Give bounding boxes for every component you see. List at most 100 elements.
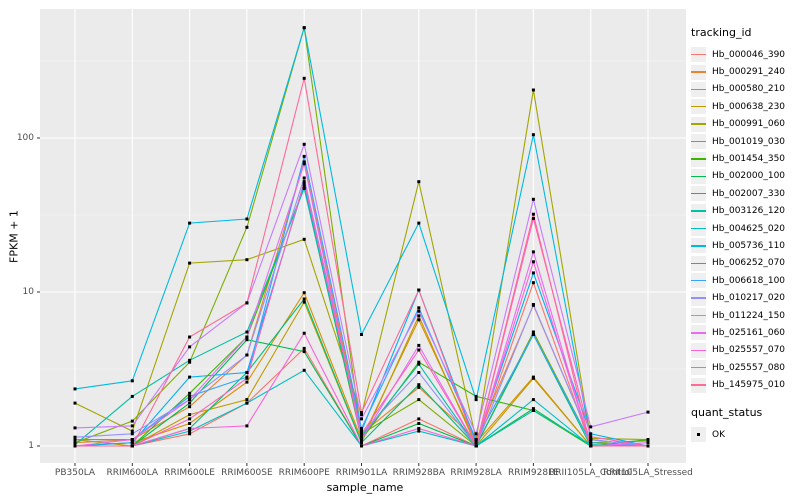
legend-item-label: Hb_000291_240 [712, 67, 786, 78]
data-point [646, 410, 650, 414]
y-tick-label: 100 [16, 133, 34, 143]
quant-status-legend: quant_status OK [691, 406, 799, 443]
data-point [646, 438, 650, 442]
data-point [531, 260, 535, 264]
data-point [531, 281, 535, 285]
data-point [417, 385, 421, 389]
legend-item-label: Hb_000580_210 [712, 84, 786, 95]
data-point [73, 441, 77, 445]
data-point [360, 444, 363, 448]
data-point [531, 88, 535, 92]
legend-item: Hb_003126_120 [691, 203, 799, 220]
data-point [531, 303, 535, 306]
data-point [130, 429, 134, 433]
legend-item: Hb_002007_330 [691, 185, 799, 202]
data-point [130, 432, 134, 436]
legend-key-line-icon [691, 186, 706, 202]
data-point [531, 376, 535, 380]
legend-item-label: Hb_001019_030 [712, 136, 786, 147]
data-point [188, 427, 192, 430]
legend-key-line-icon [691, 273, 706, 289]
legend-item-label: Hb_025557_080 [712, 362, 786, 373]
data-point [130, 419, 134, 423]
data-point [302, 237, 306, 241]
legend-item: Hb_011224_150 [691, 307, 799, 324]
y-tick-label: 10 [22, 287, 34, 297]
y-tick-label: 1 [28, 441, 34, 451]
data-point [188, 391, 192, 395]
data-point [360, 441, 363, 445]
data-point [245, 225, 249, 229]
data-point [302, 160, 306, 164]
x-tick-label: RRIM928BA [392, 468, 446, 478]
data-point [531, 407, 535, 411]
data-point [73, 401, 77, 405]
data-point [302, 331, 306, 335]
legend-title-quant-status: quant_status [691, 405, 763, 419]
data-point [360, 427, 363, 430]
data-point [302, 180, 306, 184]
data-point [474, 441, 478, 445]
legend-item: Hb_006618_100 [691, 272, 799, 289]
x-tick-label: RRIM928LA [450, 468, 502, 478]
legend-key-line-icon [691, 308, 706, 324]
data-point [302, 297, 306, 301]
legend-item-label: OK [712, 429, 725, 440]
data-point [130, 379, 134, 383]
data-point [360, 432, 363, 436]
legend-item-label: Hb_004625_020 [712, 223, 786, 234]
x-tick-label: RRII105LA_Control [548, 468, 633, 478]
legend-key-line-icon [691, 81, 706, 97]
legend-item-label: Hb_000991_060 [712, 119, 786, 130]
data-point [302, 291, 306, 295]
x-tick-label: PB350LA [54, 468, 96, 478]
data-point [417, 348, 421, 352]
data-point [360, 411, 363, 414]
data-point [188, 405, 192, 409]
data-point [474, 444, 478, 448]
legend-item: Hb_004625_020 [691, 220, 799, 237]
data-point [417, 314, 421, 318]
data-point [531, 271, 535, 275]
data-point [531, 133, 535, 137]
legend-item-label: Hb_002007_330 [712, 188, 786, 199]
data-point [130, 424, 134, 428]
legend-key-line-icon [691, 134, 706, 150]
legend-title-tracking-id: tracking_id [691, 26, 752, 39]
data-point [531, 330, 535, 334]
data-point [245, 424, 249, 428]
data-point [360, 333, 363, 336]
data-point [417, 383, 421, 387]
legend-key-line-icon [691, 377, 706, 393]
data-point [302, 26, 306, 30]
legend-item: Hb_000046_390 [691, 46, 799, 63]
data-point [474, 398, 478, 402]
data-point [188, 261, 192, 265]
legend-item-label: Hb_000638_230 [712, 101, 786, 112]
data-point [245, 217, 249, 221]
legend-item: Hb_010217_020 [691, 289, 799, 306]
data-point [589, 432, 593, 436]
legend-key-line-icon [691, 116, 706, 132]
data-point [188, 432, 192, 436]
data-point [188, 345, 192, 349]
data-point [188, 375, 192, 379]
legend-key-line-icon [691, 47, 706, 63]
legend-key-line-icon [691, 238, 706, 254]
data-point [589, 438, 593, 442]
data-point [302, 182, 306, 186]
data-point [474, 438, 478, 442]
legend-item-label: Hb_025161_060 [712, 327, 786, 338]
data-point [73, 387, 77, 391]
data-point [417, 180, 421, 184]
legend-key-line-icon [691, 325, 706, 341]
data-point [245, 376, 249, 380]
data-point [245, 335, 249, 339]
legend-item-label: Hb_025557_070 [712, 345, 786, 356]
legend-item-label: Hb_000046_390 [712, 49, 786, 60]
legend-key-line-icon [691, 342, 706, 358]
data-point [245, 398, 249, 402]
legend-item-label: Hb_005736_110 [712, 240, 786, 251]
data-point [417, 309, 421, 313]
